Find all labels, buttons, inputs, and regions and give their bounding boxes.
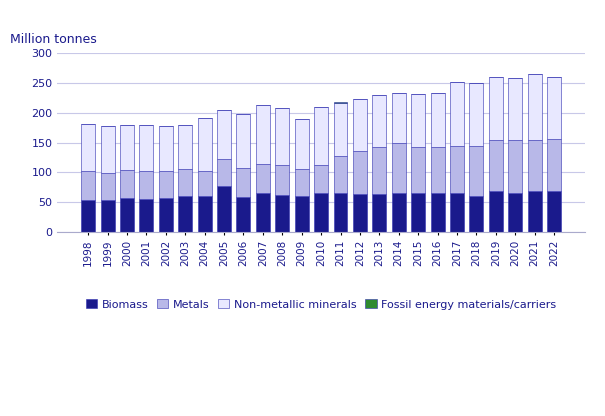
Bar <box>139 125 154 171</box>
Bar <box>528 191 541 232</box>
Bar <box>120 170 134 198</box>
Bar <box>392 93 406 143</box>
Bar <box>528 74 541 140</box>
Bar <box>353 99 367 151</box>
Bar <box>508 140 522 193</box>
Bar <box>275 108 289 165</box>
Bar <box>217 110 231 159</box>
Bar <box>372 147 387 194</box>
Bar <box>256 164 270 193</box>
Bar <box>81 200 95 232</box>
Bar <box>100 126 114 173</box>
Bar <box>159 171 173 198</box>
Bar <box>431 93 445 147</box>
Bar <box>295 119 309 169</box>
Bar <box>139 199 154 232</box>
Bar <box>314 107 328 165</box>
Bar <box>450 193 464 232</box>
Bar <box>333 102 347 103</box>
Bar <box>314 193 328 232</box>
Bar <box>508 78 522 140</box>
Bar <box>450 82 464 146</box>
Bar <box>489 140 503 191</box>
Bar <box>198 118 212 171</box>
Bar <box>547 139 561 191</box>
Bar <box>547 191 561 232</box>
Bar <box>469 83 483 146</box>
Bar <box>81 171 95 200</box>
Bar <box>120 198 134 232</box>
Bar <box>275 195 289 232</box>
Bar <box>256 105 270 164</box>
Bar <box>333 193 347 232</box>
Bar <box>217 159 231 186</box>
Bar <box>120 125 134 170</box>
Legend: Biomass, Metals, Non-metallic minerals, Fossil energy materials/carriers: Biomass, Metals, Non-metallic minerals, … <box>82 295 561 314</box>
Bar <box>217 186 231 232</box>
Bar <box>237 198 250 232</box>
Bar <box>489 77 503 140</box>
Bar <box>100 200 114 232</box>
Bar <box>139 171 154 199</box>
Bar <box>469 146 483 196</box>
Bar <box>431 193 445 232</box>
Bar <box>100 173 114 200</box>
Bar <box>314 165 328 193</box>
Bar <box>159 198 173 232</box>
Bar <box>547 77 561 139</box>
Bar <box>256 193 270 232</box>
Bar <box>333 103 347 156</box>
Bar <box>81 124 95 171</box>
Bar <box>295 169 309 196</box>
Bar <box>198 171 212 196</box>
Bar <box>178 125 192 169</box>
Bar <box>411 193 425 232</box>
Bar <box>508 193 522 232</box>
Bar <box>372 194 387 232</box>
Bar <box>353 194 367 232</box>
Bar <box>450 146 464 193</box>
Bar <box>178 196 192 232</box>
Bar <box>353 151 367 194</box>
Bar <box>392 143 406 193</box>
Bar <box>159 126 173 171</box>
Bar <box>237 168 250 198</box>
Bar <box>411 94 425 147</box>
Bar <box>237 114 250 168</box>
Bar <box>469 196 483 232</box>
Bar <box>411 147 425 193</box>
Bar <box>431 147 445 193</box>
Bar <box>489 191 503 232</box>
Bar <box>295 196 309 232</box>
Bar <box>275 165 289 195</box>
Text: Million tonnes: Million tonnes <box>10 33 96 46</box>
Bar <box>372 95 387 147</box>
Bar <box>178 169 192 196</box>
Bar <box>198 196 212 232</box>
Bar <box>392 193 406 232</box>
Bar <box>528 140 541 191</box>
Bar <box>333 156 347 193</box>
